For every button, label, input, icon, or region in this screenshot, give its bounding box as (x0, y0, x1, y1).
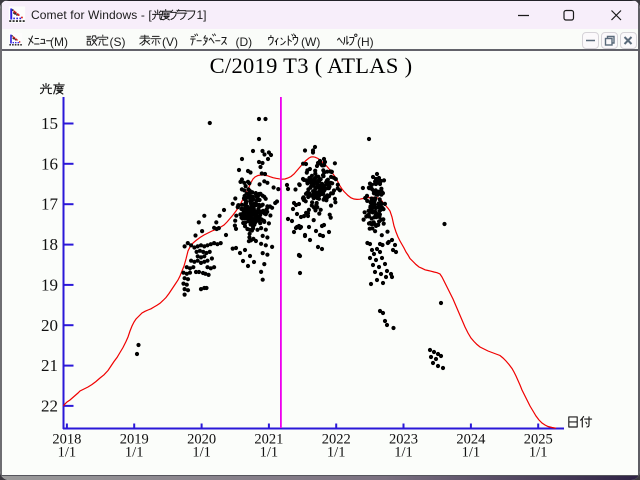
svg-text:1/1: 1/1 (327, 445, 346, 461)
svg-text:16: 16 (41, 154, 58, 173)
svg-text:1/1: 1/1 (529, 445, 548, 461)
svg-text:2023: 2023 (389, 432, 418, 448)
svg-text:2022: 2022 (322, 432, 351, 448)
svg-text:15: 15 (41, 114, 58, 133)
svg-text:21: 21 (41, 356, 58, 375)
svg-text:2018: 2018 (52, 432, 81, 448)
svg-text:17: 17 (41, 195, 59, 214)
svg-text:1/1: 1/1 (260, 445, 279, 461)
svg-text:1/1: 1/1 (462, 445, 481, 461)
svg-text:1/1: 1/1 (58, 445, 77, 461)
svg-text:2020: 2020 (187, 432, 216, 448)
svg-text:18: 18 (41, 235, 58, 254)
svg-text:2019: 2019 (120, 432, 149, 448)
svg-text:1/1: 1/1 (394, 445, 413, 461)
svg-text:20: 20 (41, 316, 58, 335)
svg-text:2025: 2025 (524, 432, 553, 448)
svg-text:2024: 2024 (456, 432, 486, 448)
svg-text:1/1: 1/1 (125, 445, 144, 461)
svg-text:19: 19 (41, 275, 58, 294)
svg-text:1/1: 1/1 (192, 445, 211, 461)
svg-text:2021: 2021 (254, 432, 283, 448)
svg-text:22: 22 (41, 396, 58, 415)
svg-text:C/2019 T3 ( ATLAS ): C/2019 T3 ( ATLAS ) (210, 53, 413, 78)
